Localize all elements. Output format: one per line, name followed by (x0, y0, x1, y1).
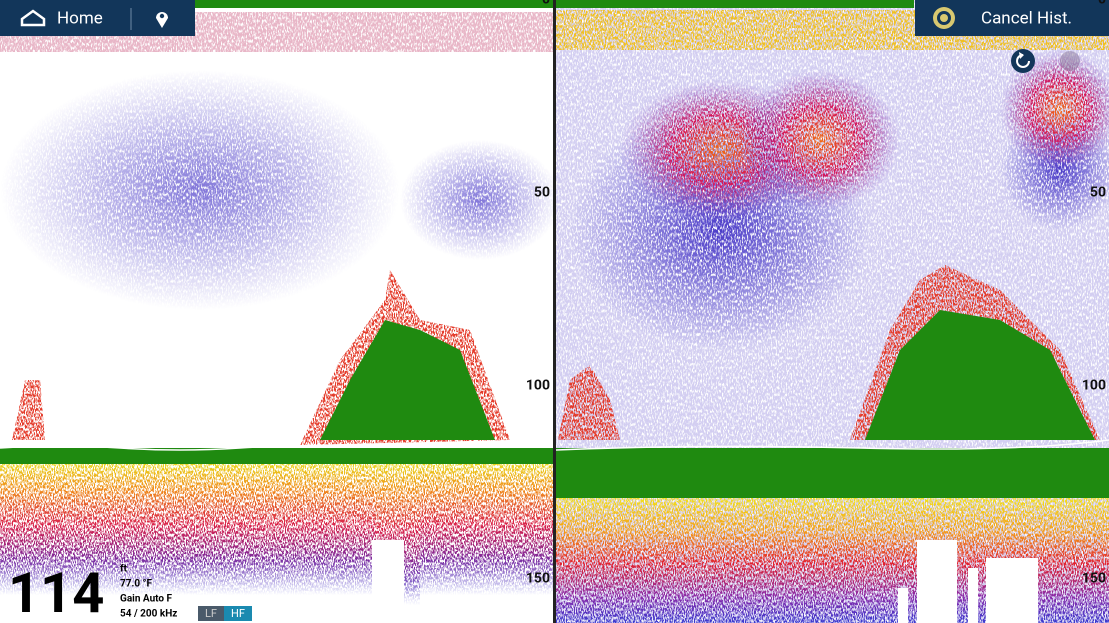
depth-unit: ft (120, 564, 128, 575)
depth-tick-label: 100 (526, 378, 550, 394)
depth-tick-label: 0 (1098, 0, 1106, 8)
depth-tick-label: 150 (526, 571, 550, 587)
depth-tick-label: 0 (542, 0, 550, 8)
depth-tick-label: 100 (1082, 378, 1106, 394)
pane-divider (553, 0, 556, 623)
right-sonar (555, 0, 1109, 623)
cancel-history-button[interactable]: Cancel Hist. (915, 0, 1109, 36)
depth-tick-label: 150 (1082, 571, 1106, 587)
left-sonar (0, 12, 560, 623)
settings-button[interactable] (1060, 51, 1080, 71)
top-strip (195, 0, 553, 8)
lf-label: LF (205, 607, 217, 620)
readout: 114 ft 77.0 °F Gain Auto F 54 / 200 kHz (8, 560, 177, 623)
home-label: Home (57, 8, 103, 28)
top-strip (556, 0, 914, 8)
home-button[interactable]: Home (0, 0, 130, 36)
temperature: 77.0 °F (120, 579, 152, 590)
frequency-toggle[interactable]: LF HF (198, 606, 252, 621)
depth-tick-label: 50 (534, 185, 550, 201)
depth-value: 114 (8, 560, 104, 623)
cancel-label: Cancel Hist. (981, 8, 1072, 28)
depth-tick-label: 50 (1090, 185, 1106, 201)
gain: Gain Auto F (120, 594, 173, 605)
undo-button[interactable] (1011, 49, 1035, 73)
waypoint-button[interactable] (130, 0, 195, 36)
frequency: 54 / 200 kHz (120, 609, 177, 620)
hf-label: HF (231, 607, 245, 620)
